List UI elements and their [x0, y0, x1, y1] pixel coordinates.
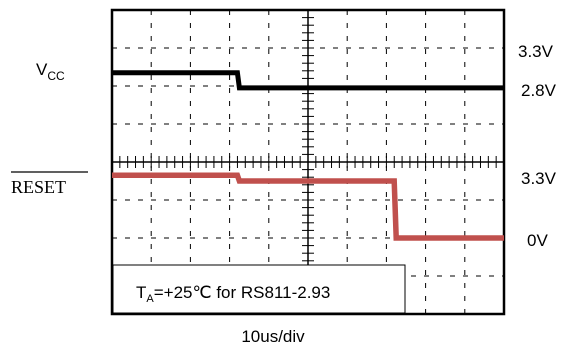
vcc-trace [112, 70, 504, 91]
annotation-box [112, 264, 406, 314]
x-axis-label: 10us/div [241, 327, 305, 346]
reset-trace [112, 172, 504, 241]
vcc-low-voltage-label: 2.8V [521, 81, 557, 100]
vcc-channel-label: VCC [36, 60, 65, 83]
annotation-text: TA=+25℃ for RS811-2.93 [136, 283, 330, 305]
reset-high-voltage-label: 3.3V [521, 169, 557, 188]
reset-low-voltage-label: 0V [527, 231, 548, 250]
traces [112, 70, 504, 241]
plot-border [110, 8, 506, 316]
vcc-high-voltage-label: 3.3V [518, 42, 554, 61]
reset-channel-label: RESET [11, 177, 66, 197]
